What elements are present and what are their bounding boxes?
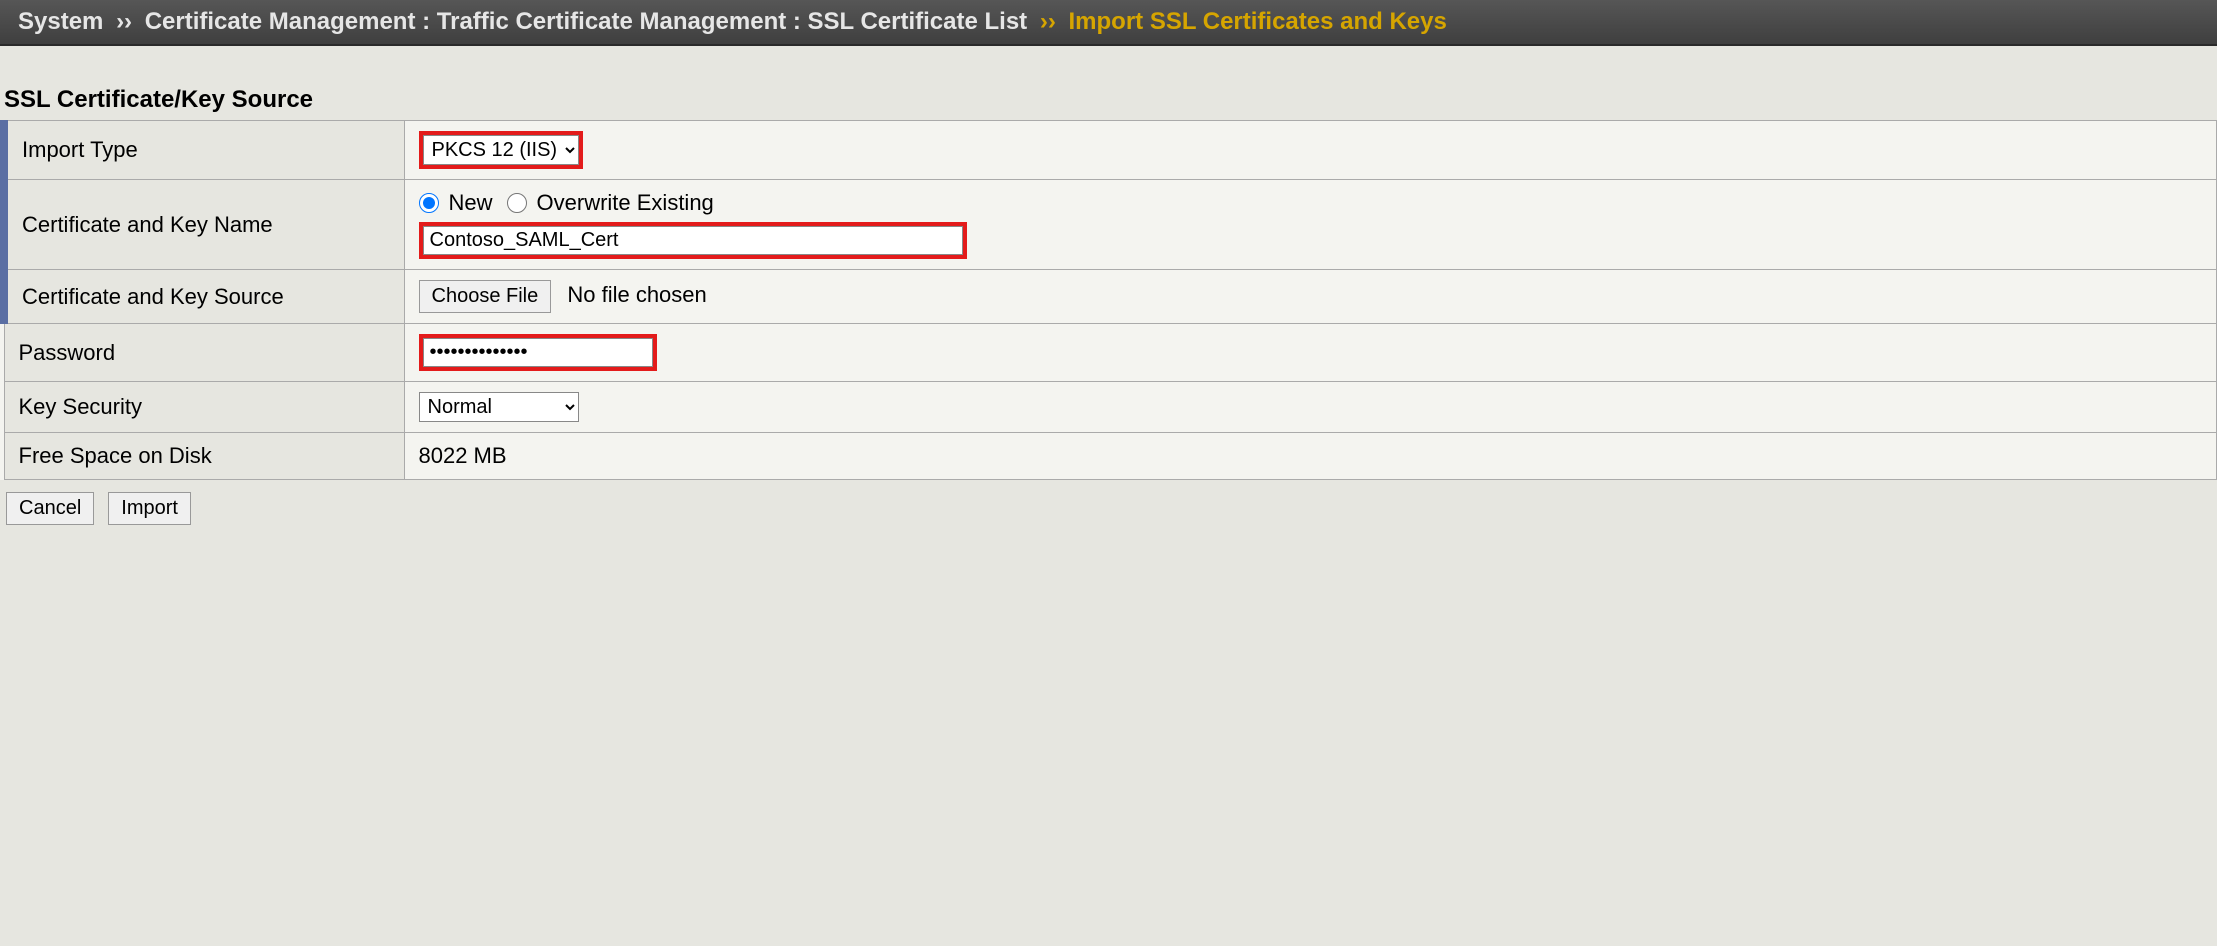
breadcrumb-path[interactable]: Certificate Management : Traffic Certifi… <box>145 8 1027 35</box>
row-password: Password <box>4 324 2217 382</box>
breadcrumb-separator: ›› <box>116 8 132 35</box>
highlight-cert-key-name <box>419 222 967 259</box>
cancel-button[interactable]: Cancel <box>6 492 94 525</box>
value-free-space: 8022 MB <box>404 433 2217 480</box>
label-key-security: Key Security <box>4 382 404 433</box>
label-password: Password <box>4 324 404 382</box>
radio-overwrite-label: Overwrite Existing <box>537 190 714 216</box>
value-key-security: Normal <box>404 382 2217 433</box>
value-password <box>404 324 2217 382</box>
password-input[interactable] <box>423 338 653 367</box>
label-import-type: Import Type <box>4 121 404 180</box>
content-area: SSL Certificate/Key Source Import Type P… <box>0 46 2217 537</box>
breadcrumb-root[interactable]: System <box>18 8 103 35</box>
value-import-type: PKCS 12 (IIS) <box>404 121 2217 180</box>
row-import-type: Import Type PKCS 12 (IIS) <box>4 121 2217 180</box>
import-button[interactable]: Import <box>108 492 191 525</box>
row-cert-key-source: Certificate and Key Source Choose File N… <box>4 270 2217 324</box>
row-free-space: Free Space on Disk 8022 MB <box>4 433 2217 480</box>
value-cert-key-source: Choose File No file chosen <box>404 270 2217 324</box>
radio-overwrite[interactable] <box>507 193 527 213</box>
breadcrumb-current: Import SSL Certificates and Keys <box>1069 8 1447 35</box>
row-cert-key-name: Certificate and Key Name New Overwrite E… <box>4 180 2217 270</box>
import-type-select[interactable]: PKCS 12 (IIS) <box>423 135 579 165</box>
section-title: SSL Certificate/Key Source <box>0 46 2217 120</box>
breadcrumb-bar: System ›› Certificate Management : Traff… <box>0 0 2217 46</box>
form-table: Import Type PKCS 12 (IIS) Certificate an… <box>0 120 2217 480</box>
key-security-select[interactable]: Normal <box>419 392 579 422</box>
footer-buttons: Cancel Import <box>0 480 2217 537</box>
file-status-text: No file chosen <box>567 282 706 307</box>
choose-file-button[interactable]: Choose File <box>419 280 552 313</box>
radio-new-label: New <box>449 190 493 216</box>
label-cert-key-name: Certificate and Key Name <box>4 180 404 270</box>
highlight-password <box>419 334 657 371</box>
label-cert-key-source: Certificate and Key Source <box>4 270 404 324</box>
radio-new[interactable] <box>419 193 439 213</box>
row-key-security: Key Security Normal <box>4 382 2217 433</box>
breadcrumb-separator: ›› <box>1040 8 1056 35</box>
cert-key-name-input[interactable] <box>423 226 963 255</box>
label-free-space: Free Space on Disk <box>4 433 404 480</box>
value-cert-key-name: New Overwrite Existing <box>404 180 2217 270</box>
highlight-import-type: PKCS 12 (IIS) <box>419 131 583 169</box>
